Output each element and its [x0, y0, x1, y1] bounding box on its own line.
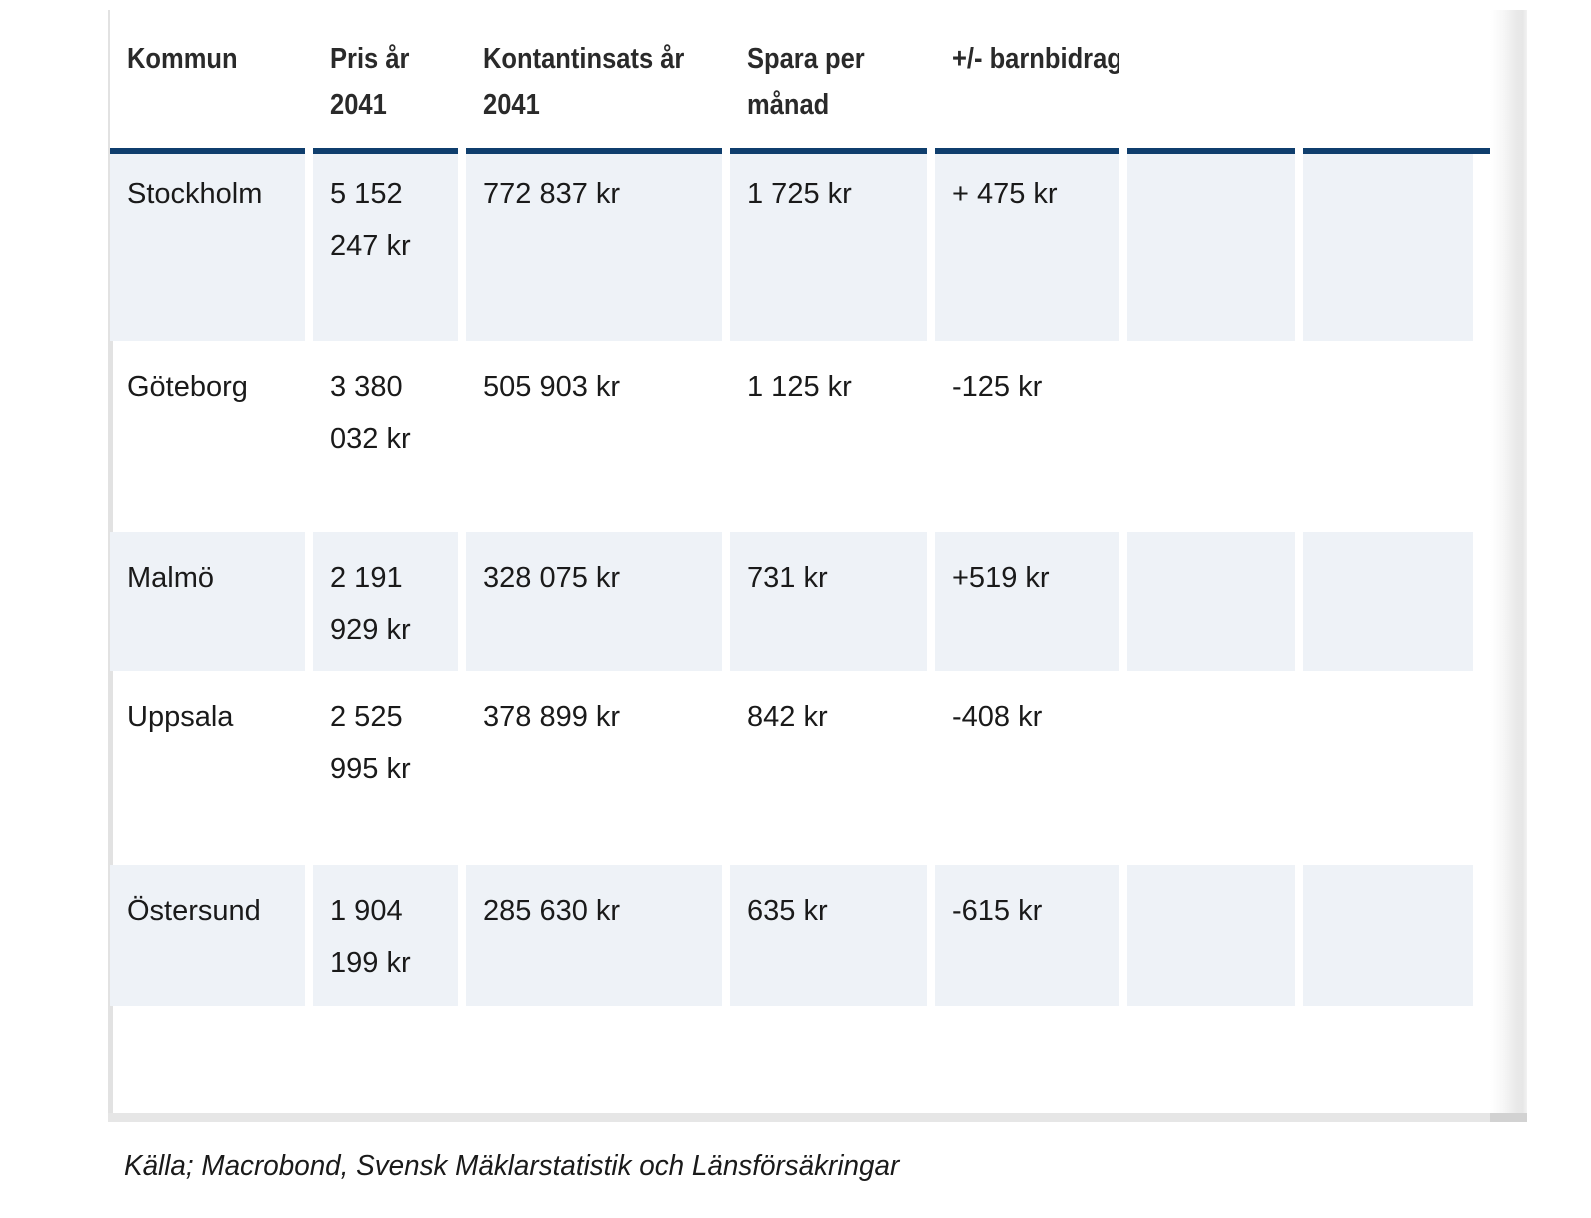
- header-label: 2041: [330, 89, 387, 121]
- cell-pris: 2 525 995 kr: [330, 701, 411, 785]
- cell-kommun: Malmö: [110, 532, 305, 671]
- cell-barnbidrag: -615 kr: [935, 865, 1119, 1006]
- header-cell-pris: Pris år 2041: [313, 10, 458, 148]
- header-cell-kommun: Kommun: [110, 10, 305, 148]
- cell-spara: 842 kr: [747, 701, 828, 733]
- cell-kontantinsats: 378 899 kr: [483, 701, 621, 733]
- header-label: Kommun: [127, 43, 238, 75]
- table-row-empty: [110, 1006, 1473, 1107]
- table-row-uppsala: Uppsala 2 525 995 kr 378 899 kr 842 kr -…: [110, 671, 1473, 865]
- cell-kommun: Östersund: [110, 865, 305, 1006]
- cell-kommun: Göteborg: [127, 371, 248, 403]
- cell-spara: 731 kr: [730, 532, 927, 671]
- cell-empty: [1127, 865, 1295, 1006]
- header-label: +/- barnbidraget: [952, 43, 1119, 75]
- cell-spara: 635 kr: [730, 865, 927, 1006]
- header-row: Kommun Pris år 2041 Kontantinsats år 204…: [110, 10, 1473, 148]
- cell-empty: [1303, 148, 1473, 341]
- cell-kommun: Stockholm: [110, 148, 305, 341]
- header-label: Pris år: [330, 43, 410, 75]
- cell-kontantinsats: 285 630 kr: [466, 865, 722, 1006]
- cell-spara: 1 725 kr: [730, 148, 927, 341]
- cell-empty: [1303, 865, 1473, 1006]
- table-row-malmo: Malmö 2 191 929 kr 328 075 kr 731 kr +51…: [110, 532, 1473, 671]
- horizontal-scrollbar[interactable]: [108, 1113, 1527, 1122]
- header-cell-kontantinsats: Kontantinsats år 2041: [466, 10, 722, 148]
- cell-kontantinsats: 772 837 kr: [466, 148, 722, 341]
- cell-kommun: Uppsala: [127, 701, 234, 733]
- header-label: Kontantinsats år: [483, 43, 685, 75]
- header-cell-barnbidrag: +/- barnbidraget: [935, 10, 1119, 148]
- cell-barnbidrag: + 475 kr: [935, 148, 1119, 341]
- header-label: 2041: [483, 89, 540, 121]
- header-label: Spara per: [747, 43, 865, 75]
- scrollbar-corner: [1490, 1113, 1527, 1122]
- table-row-ostersund: Östersund 1 904 199 kr 285 630 kr 635 kr…: [110, 865, 1473, 1006]
- cell-empty: [1127, 532, 1295, 671]
- table-row-stockholm: Stockholm 5 152 247 kr 772 837 kr 1 725 …: [110, 148, 1473, 341]
- cell-barnbidrag: -408 kr: [952, 701, 1043, 733]
- cell-empty: [1303, 671, 1473, 865]
- cell-empty: [1303, 532, 1473, 671]
- cell-pris: 1 904 199 kr: [313, 865, 458, 1006]
- cell-empty: [1127, 671, 1295, 865]
- municipality-price-table: Kommun Pris år 2041 Kontantinsats år 204…: [110, 10, 1473, 1107]
- cell-pris: 2 191 929 kr: [313, 532, 458, 671]
- vertical-scrollbar[interactable]: [1490, 10, 1527, 1113]
- header-cell-spara: Spara per månad: [730, 10, 927, 148]
- cell-empty: [1127, 148, 1295, 341]
- header-label: månad: [747, 89, 830, 121]
- cell-barnbidrag: -125 kr: [952, 371, 1043, 403]
- cell-barnbidrag: +519 kr: [935, 532, 1119, 671]
- cell-pris: 3 380 032 kr: [330, 371, 411, 455]
- source-note: Källa; Macrobond, Svensk Mäklarstatistik…: [124, 1150, 900, 1182]
- cell-spara: 1 125 kr: [747, 371, 852, 403]
- header-cell-empty: [1303, 10, 1473, 148]
- header-cell-empty: [1127, 10, 1295, 148]
- header-underline: [110, 148, 1527, 154]
- table-row-goteborg: Göteborg 3 380 032 kr 505 903 kr 1 125 k…: [110, 341, 1473, 532]
- cell-empty: [1127, 341, 1295, 532]
- cell-pris: 5 152 247 kr: [313, 148, 458, 341]
- cell-empty: [1303, 341, 1473, 532]
- cell-kontantinsats: 505 903 kr: [483, 371, 621, 403]
- cell-kontantinsats: 328 075 kr: [466, 532, 722, 671]
